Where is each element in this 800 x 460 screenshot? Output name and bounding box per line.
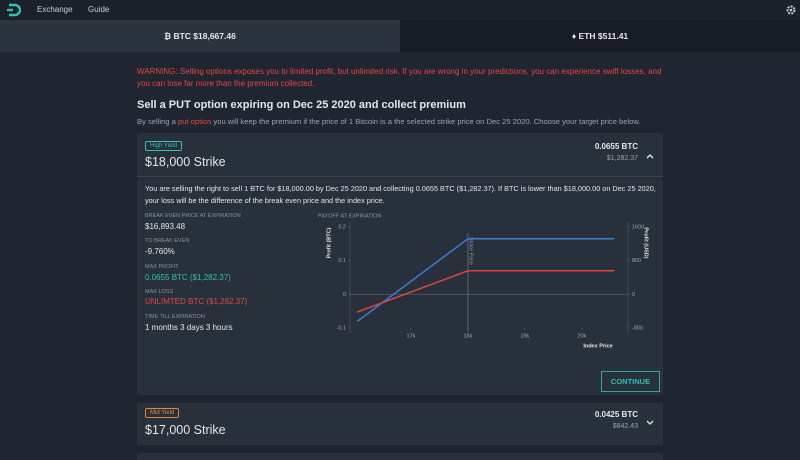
- nav-link[interactable]: Guide: [88, 5, 110, 14]
- premium-btc: 0.0425 BTC: [594, 410, 638, 419]
- stat-label: MAX LOSS: [145, 289, 174, 295]
- y-tick-label: 0: [343, 292, 346, 298]
- intro-highlight: put option: [177, 117, 212, 126]
- x-tick-label: 18k: [463, 333, 472, 339]
- y2-tick-label: 0: [632, 292, 635, 298]
- annotation: Strike Price: [467, 237, 473, 265]
- stat-label: BREAK EVEN PRICE AT EXPIRATION: [145, 213, 241, 219]
- intro-text: By selling a: [137, 117, 178, 126]
- option-card[interactable]: [137, 453, 663, 460]
- logo[interactable]: [7, 3, 21, 17]
- warning: WARNING: Selling options exposes you to …: [137, 67, 662, 88]
- y2-tick-label: 800: [632, 258, 641, 264]
- x-axis-label: Index Price: [583, 343, 612, 349]
- strike[interactable]: $18,000 Strike: [145, 155, 226, 169]
- description: You are selling the right to sell 1 BTC …: [145, 184, 656, 205]
- ticker[interactable]: ₿ BTC $18,667.46: [0, 20, 400, 52]
- y-tick-label: -0.1: [337, 325, 346, 331]
- chevron-down[interactable]: [646, 420, 654, 426]
- y-axis-label: Profit (BTC): [326, 227, 332, 258]
- intro: By selling a put option you will keep th…: [137, 117, 641, 126]
- badge: Mid Yield: [145, 408, 180, 418]
- stat-label: TIME TILL EXPIRATION: [145, 314, 205, 320]
- y-tick-label: 0.2: [338, 224, 346, 230]
- stat-label: MAX PROFIT: [145, 264, 179, 270]
- y2-axis-label: Profit (USD): [643, 227, 649, 258]
- option-card[interactable]: [137, 403, 663, 445]
- heading: Sell a PUT option expiring on Dec 25 202…: [137, 99, 466, 111]
- x-tick-label: 19k: [520, 333, 529, 339]
- chart-title: PAYOFF AT EXPIRATION: [318, 213, 381, 219]
- y2-tick-label: 1600: [632, 224, 644, 230]
- y-tick-label: 0.1: [338, 258, 346, 264]
- stat-value: -9.760%: [145, 247, 175, 256]
- nav-link[interactable]: Exchange: [37, 5, 73, 14]
- chevron-up[interactable]: [646, 153, 654, 159]
- series-line: [356, 238, 615, 322]
- nav-bar: [0, 0, 800, 20]
- stat-value: 0.0655 BTC ($1,282.37): [145, 273, 231, 282]
- stat-value: UNLIMTED BTC ($1,282.37): [145, 297, 248, 306]
- premium-btc: 0.0655 BTC: [594, 142, 638, 151]
- premium-usd: $1,282.37: [606, 155, 638, 162]
- y2-tick-label: -800: [632, 325, 643, 331]
- ticker[interactable]: ♦ ETH $511.41: [400, 20, 800, 52]
- stat-value: 1 months 3 days 3 hours: [145, 323, 233, 332]
- stat-value: $16,893.48: [145, 222, 186, 231]
- x-tick-label: 20k: [577, 333, 586, 339]
- continue-button[interactable]: CONTINUE: [601, 371, 660, 392]
- series-line: [357, 270, 615, 313]
- strike[interactable]: $17,000 Strike: [145, 423, 226, 437]
- x-tick-label: 17k: [407, 333, 416, 339]
- intro-text: you will keep the premium if the price o…: [211, 117, 641, 126]
- premium-usd: $842.43: [612, 423, 638, 430]
- badge: High Yield: [145, 141, 183, 151]
- divider: [137, 176, 663, 177]
- stat-label: TO BREAK EVEN: [145, 238, 190, 244]
- settings-icon[interactable]: [785, 4, 797, 16]
